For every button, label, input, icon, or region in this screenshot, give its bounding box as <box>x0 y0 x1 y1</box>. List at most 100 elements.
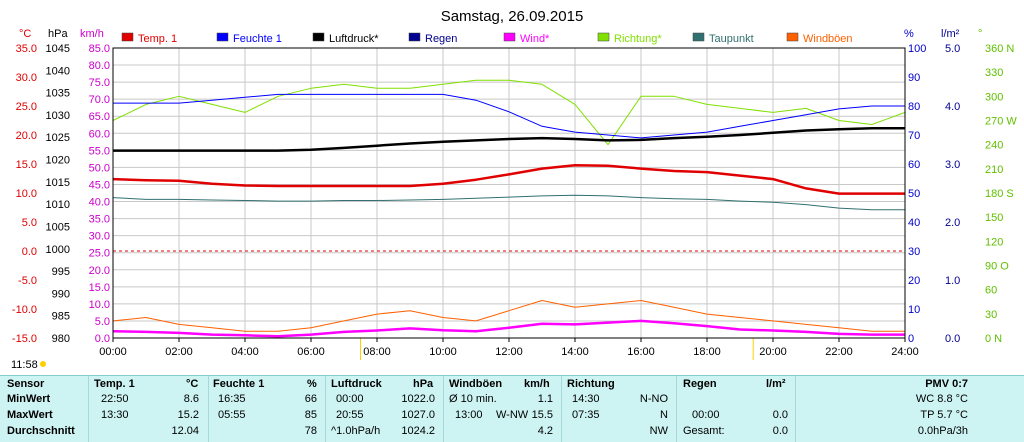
series-line-windb-en <box>112 300 905 332</box>
pct-tick-label: 80 <box>908 101 920 113</box>
celsius-tick-label: 0.0 <box>22 246 37 258</box>
separator <box>676 376 677 442</box>
max-druck-value: 1027.0 <box>401 409 435 421</box>
direction-tick-label: 240 <box>985 140 1003 152</box>
min-boeen-value: 1.1 <box>537 393 553 405</box>
header-regen: Regen <box>683 378 717 390</box>
axes: 35.0 30.0 25.0 20.0 15.0 10.0 5.0 0.0 -5.0 -10.0 -… <box>12 43 1017 360</box>
hpa-tick-label: 1040 <box>46 65 70 77</box>
series-line-richtung <box>112 79 906 146</box>
celsius-tick-label: 25.0 <box>16 101 37 113</box>
min-druck-time: 00:00 <box>336 393 364 405</box>
celsius-tick-label: 10.0 <box>16 188 37 200</box>
legend-label: Luftdruck* <box>329 33 379 45</box>
kmh-tick-label: 5.0 <box>95 316 110 328</box>
hpa-tick-label: 1030 <box>46 110 70 122</box>
celsius-tick-label: 5.0 <box>22 217 37 229</box>
x-tick-label: 02:00 <box>165 346 193 358</box>
hpa-tick-label: 1020 <box>46 155 70 167</box>
direction-tick-label: 30 <box>985 309 997 321</box>
unit-pct-header: % <box>904 28 914 40</box>
pct-tick-label: 10 <box>908 304 920 316</box>
row-label-max: MaxWert <box>7 409 53 421</box>
min-boeen-label: Ø 10 min. <box>449 393 497 405</box>
separator <box>208 376 209 442</box>
x-tick-label: 24:00 <box>891 346 919 358</box>
pct-tick-label: 50 <box>908 188 920 200</box>
avg-richtung-value: NW <box>649 425 668 437</box>
celsius-tick-label: 35.0 <box>16 43 37 55</box>
x-tick-label: 22:00 <box>825 346 853 358</box>
rain-tick-label: 2.0 <box>945 217 960 229</box>
legend-label: Wind* <box>520 33 550 45</box>
direction-tick-label: 360 N <box>985 43 1014 55</box>
pmv-tp: TP 5.7 °C <box>920 409 968 421</box>
legend-swatch <box>692 32 705 42</box>
plot-frame <box>112 47 906 339</box>
x-tick-label: 04:00 <box>231 346 259 358</box>
direction-tick-label: 330 <box>985 67 1003 79</box>
separator <box>325 376 326 442</box>
kmh-tick-label: 15.0 <box>89 282 110 294</box>
legend-label: Regen <box>425 33 457 45</box>
x-tick-label: 06:00 <box>297 346 325 358</box>
pct-tick-label: 60 <box>908 159 920 171</box>
separator <box>561 376 562 442</box>
kmh-tick-label: 35.0 <box>89 214 110 226</box>
max-temp-value: 15.2 <box>177 409 199 421</box>
min-richtung-value: N-NO <box>639 393 668 405</box>
min-feuchte-value: 66 <box>304 393 317 405</box>
hpa-tick-label: 980 <box>52 333 70 345</box>
header-boeen-unit: km/h <box>524 378 550 390</box>
series-line-wind <box>112 319 905 338</box>
max-richtung-value: N <box>660 409 668 421</box>
pct-tick-label: 40 <box>908 217 920 229</box>
unit-kmh-header: km/h <box>80 28 104 40</box>
header-sensor: Sensor <box>7 378 45 390</box>
pmv-wc: WC 8.8 °C <box>915 393 968 405</box>
pct-tick-label: 90 <box>908 72 920 84</box>
max-regen-time: 00:00 <box>692 409 720 421</box>
legend: Temp. 1 Feuchte 1 Luftdruck* Regen Wind* Rich… <box>121 32 853 45</box>
avg-temp-value: 12.04 <box>171 425 199 437</box>
kmh-tick-label: 60.0 <box>89 128 110 140</box>
unit-hpa-header: hPa <box>48 28 68 40</box>
series-line-temp-1 <box>112 163 905 195</box>
separator <box>443 376 444 442</box>
x-tick-label: 00:00 <box>99 346 127 358</box>
pct-tick-label: 100 <box>908 43 926 55</box>
celsius-tick-label: -15.0 <box>12 333 37 345</box>
legend-label: Taupunkt <box>709 33 754 45</box>
hpa-tick-label: 1035 <box>46 88 70 100</box>
kmh-tick-label: 65.0 <box>89 111 110 123</box>
legend-label: Feuchte 1 <box>233 33 282 45</box>
max-richtung-time: 07:35 <box>572 409 600 421</box>
weather-chart: Samstag, 26.09.2015 °C hPa km/h % l/m² °… <box>11 8 1017 371</box>
x-tick-label: 18:00 <box>693 346 721 358</box>
kmh-tick-label: 30.0 <box>89 231 110 243</box>
pmv-trend: 0.0hPa/3h <box>917 425 968 437</box>
grid <box>112 47 906 339</box>
pct-tick-label: 70 <box>908 130 920 142</box>
header-druck: Luftdruck <box>331 378 382 390</box>
rain-tick-label: 4.0 <box>945 101 960 113</box>
header-feuchte: Feuchte 1 <box>213 378 265 390</box>
row-label-avg: Durchschnitt <box>7 425 75 437</box>
celsius-tick-label: 20.0 <box>16 130 37 142</box>
max-druck-time: 20:55 <box>336 409 364 421</box>
pct-tick-label: 20 <box>908 275 920 287</box>
x-tick-label: 10:00 <box>429 346 457 358</box>
hpa-tick-label: 1010 <box>46 199 70 211</box>
direction-tick-label: 270 W <box>985 116 1017 128</box>
legend-swatch <box>216 32 229 42</box>
min-richtung-time: 14:30 <box>572 393 600 405</box>
rain-tick-label: 1.0 <box>945 275 960 287</box>
legend-swatch <box>786 32 799 42</box>
max-boeen-direction: W-NW <box>496 409 529 421</box>
kmh-tick-label: 40.0 <box>89 197 110 209</box>
direction-tick-label: 210 <box>985 164 1003 176</box>
pct-tick-label: 30 <box>908 246 920 258</box>
x-tick-label: 20:00 <box>759 346 787 358</box>
header-temp: Temp. 1 <box>94 378 135 390</box>
hpa-tick-label: 1015 <box>46 177 70 189</box>
